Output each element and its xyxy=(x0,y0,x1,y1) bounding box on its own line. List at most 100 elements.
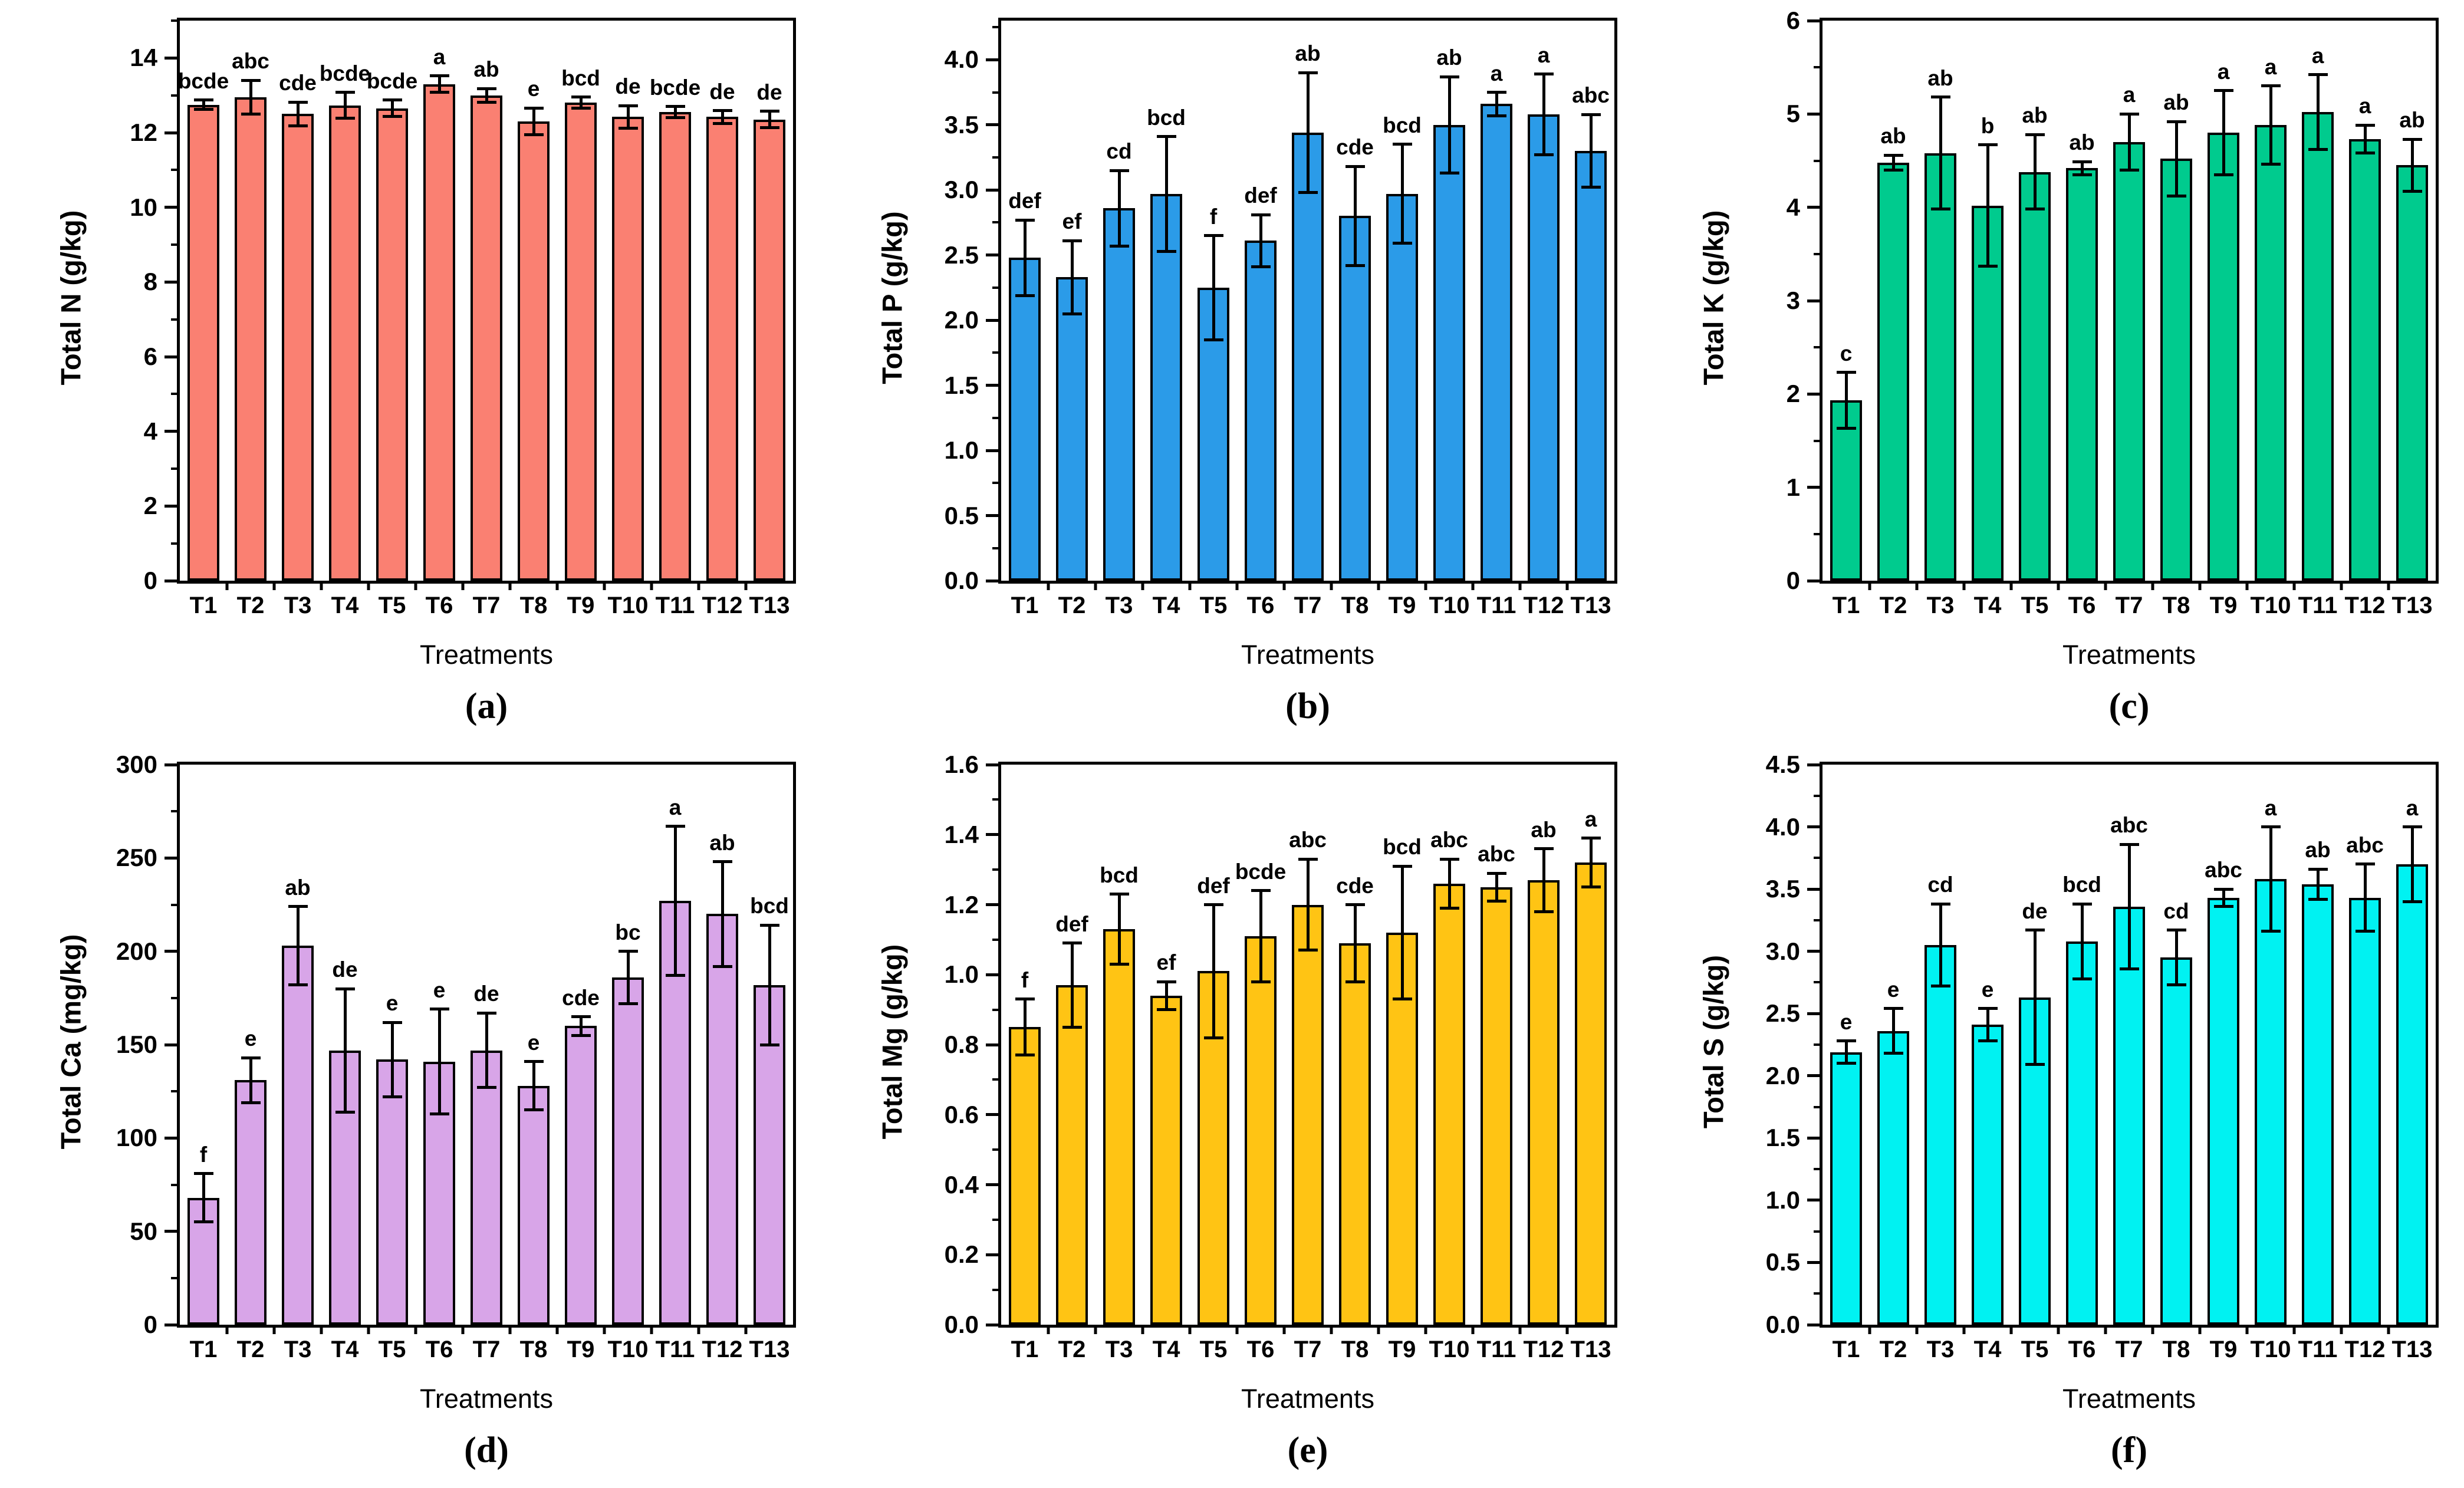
y-major-tick xyxy=(1807,392,1822,396)
x-tick-label: T13 xyxy=(1570,1336,1611,1362)
x-tick-label: T3 xyxy=(1105,592,1133,618)
x-tick-label: T4 xyxy=(1152,1336,1180,1362)
x-tick-label: T12 xyxy=(1523,592,1564,618)
sig-letter: e xyxy=(527,77,540,101)
y-major-tick xyxy=(1807,825,1822,829)
sig-letter: bcde xyxy=(366,68,418,93)
y-tick-label: 0.0 xyxy=(944,1311,979,1338)
y-tick-label: 3.5 xyxy=(1765,875,1800,903)
y-tick-label: 150 xyxy=(116,1031,157,1058)
x-boundary-tick xyxy=(2151,1325,2154,1334)
error-bar xyxy=(721,861,724,966)
error-bar xyxy=(343,92,347,118)
x-tick-label: T5 xyxy=(2021,592,2049,618)
error-bar-cap xyxy=(1062,312,1082,315)
y-major-tick xyxy=(986,579,1001,582)
error-bar-cap xyxy=(1883,1052,1903,1055)
y-tick-label: 1.4 xyxy=(944,820,979,848)
error-bar-cap xyxy=(476,100,496,104)
x-tick-label: T9 xyxy=(567,1336,595,1362)
error-bar xyxy=(2316,74,2320,150)
panel-b: def ef cd bcd f def ab cde bcd ab a a abc 0.0 0.5 1.0 1.… xyxy=(821,0,1643,744)
sig-letter: de xyxy=(756,80,782,104)
error-bar-cap xyxy=(1534,910,1554,913)
y-major-tick xyxy=(986,1253,1001,1256)
sig-letter: a xyxy=(2358,94,2371,118)
error-bar xyxy=(437,75,441,93)
sig-letter: ab xyxy=(1436,45,1462,70)
y-major-tick xyxy=(986,833,1001,837)
bar-T13 xyxy=(2396,864,2428,1325)
y-tick-label: 14 xyxy=(130,44,157,72)
y-tick-label: 2 xyxy=(143,492,157,520)
y-minor-tick xyxy=(171,1090,180,1093)
x-tick-label: T1 xyxy=(189,1336,218,1362)
y-major-tick xyxy=(986,1183,1001,1186)
x-tick-label: T12 xyxy=(2344,1336,2386,1362)
error-bar xyxy=(2269,827,2272,931)
plot-inner-a: bcde abc cde bcde bcde a ab e bcd de bcde de de xyxy=(178,21,793,581)
y-minor-tick xyxy=(1814,1168,1822,1171)
y-minor-tick xyxy=(171,1183,180,1186)
error-bar-cap xyxy=(429,1008,449,1011)
error-bar-cap xyxy=(1439,172,1459,175)
bar-T3 xyxy=(1925,945,1956,1325)
x-tick-label: T10 xyxy=(2250,592,2291,618)
x-tick-label: T1 xyxy=(1832,592,1860,618)
x-tick-label: T7 xyxy=(1294,1336,1322,1362)
error-bar-cap xyxy=(288,100,308,104)
x-boundary-tick xyxy=(508,1325,512,1334)
x-tick-label: T6 xyxy=(2068,1336,2096,1362)
x-tick-label: T3 xyxy=(284,592,312,618)
bar-T11 xyxy=(2302,112,2334,581)
sig-letter: f xyxy=(199,1142,208,1167)
y-tick-label: 0.5 xyxy=(1765,1248,1800,1276)
error-bar-cap xyxy=(524,133,544,137)
y-major-tick xyxy=(986,318,1001,322)
y-tick-label: 250 xyxy=(116,844,157,872)
bar-T7 xyxy=(471,1050,502,1325)
bar-T12 xyxy=(1528,880,1560,1325)
panel-f: e e cd e de bcd abc cd abc a ab abc a 0.0 0.5 1.0 1.5 2.0… xyxy=(1643,744,2464,1488)
bar-T10 xyxy=(1433,124,1465,581)
bar-T3 xyxy=(282,114,314,581)
error-bar xyxy=(532,1061,535,1110)
sig-letter: a xyxy=(2264,795,2277,820)
sig-letter: ab xyxy=(473,57,499,82)
error-bar xyxy=(1844,372,1848,429)
error-bar xyxy=(1259,890,1262,982)
error-bar-cap xyxy=(2308,867,2328,871)
x-boundary-tick xyxy=(2245,581,2249,590)
y-minor-tick xyxy=(992,547,1001,549)
sig-letter: ab xyxy=(2069,130,2095,155)
error-bar-cap xyxy=(1392,998,1412,1001)
y-major-tick xyxy=(1807,1199,1822,1202)
y-major-tick xyxy=(165,763,180,766)
x-tick-label: T6 xyxy=(425,1336,453,1362)
sig-letter: cd xyxy=(1927,873,1953,897)
y-tick-label: 1.0 xyxy=(944,436,979,465)
error-bar-cap xyxy=(524,1108,544,1112)
sig-letter: ab xyxy=(709,830,735,855)
bar-T8 xyxy=(518,1085,550,1325)
error-bar-cap xyxy=(1251,265,1271,269)
error-bar-cap xyxy=(2308,897,2328,901)
plot-inner-b: def ef cd bcd f def ab cde bcd ab a a abc xyxy=(1001,21,1614,581)
x-tick-label: T4 xyxy=(331,592,359,618)
x-boundary-tick xyxy=(1141,1325,1144,1334)
error-bar-cap xyxy=(1062,941,1082,945)
error-bar xyxy=(1164,982,1168,1010)
error-bar xyxy=(296,102,300,126)
y-minor-tick xyxy=(1814,1105,1822,1108)
y-major-tick xyxy=(1807,1136,1822,1140)
error-bar-cap xyxy=(1836,371,1856,374)
error-bar xyxy=(1891,1008,1895,1054)
error-bar-cap xyxy=(2072,977,2092,980)
x-boundary-tick xyxy=(508,581,512,590)
sig-letter: a xyxy=(1584,806,1597,831)
error-bar xyxy=(1023,220,1027,296)
error-bar-cap xyxy=(712,860,732,864)
error-bar xyxy=(2269,85,2272,164)
y-minor-tick xyxy=(1814,1043,1822,1046)
x-boundary-tick xyxy=(2340,581,2343,590)
